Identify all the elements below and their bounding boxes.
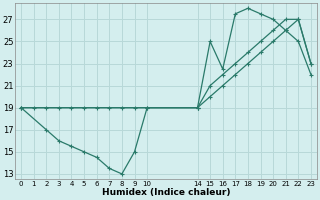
X-axis label: Humidex (Indice chaleur): Humidex (Indice chaleur) (102, 188, 230, 197)
